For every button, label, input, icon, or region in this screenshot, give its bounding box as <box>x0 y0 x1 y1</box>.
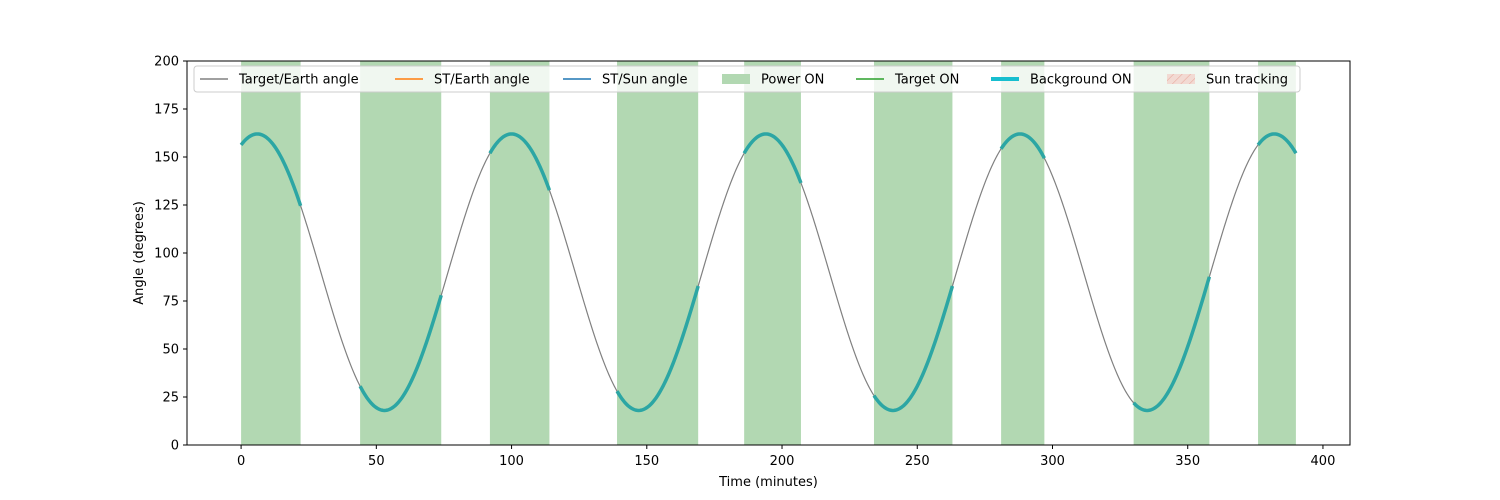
x-tick-label: 0 <box>237 454 245 469</box>
legend-item: ST/Sun angle <box>563 73 688 88</box>
legend: Target/Earth angle ST/Earth angle ST/Sun a… <box>193 65 1301 93</box>
y-tick-label: 75 <box>162 295 179 310</box>
legend-label: Background ON <box>1030 73 1132 88</box>
x-tick-label: 100 <box>499 454 524 469</box>
legend-label: ST/Sun angle <box>602 73 688 88</box>
x-tick-label: 400 <box>1311 454 1336 469</box>
power-on-band <box>1001 61 1045 445</box>
y-tick-label: 100 <box>154 247 179 262</box>
y-axis-label: Angle (degrees) <box>132 201 147 305</box>
background-on-segment <box>358 294 443 413</box>
x-tick-label: 350 <box>1175 454 1200 469</box>
legend-label: Target/Earth angle <box>238 73 359 88</box>
power-on-band <box>1258 61 1296 445</box>
x-tick-label: 250 <box>905 454 930 469</box>
background-on-segment <box>488 132 552 191</box>
y-tick-label: 150 <box>154 151 179 166</box>
power-on-band <box>360 61 442 445</box>
background-on-series <box>239 132 1298 413</box>
background-on-segment <box>239 132 303 207</box>
legend-item: Sun tracking <box>1167 73 1288 88</box>
x-tick-label: 50 <box>368 454 385 469</box>
y-axis-ticks: 0 25 50 75 100 125 150 175 200 <box>154 55 187 454</box>
power-on-band <box>617 61 699 445</box>
power-on-bands <box>241 61 1296 445</box>
y-tick-label: 175 <box>154 103 179 118</box>
background-on-segment <box>1132 276 1212 413</box>
y-tick-label: 125 <box>154 199 179 214</box>
legend-label: Target ON <box>894 73 959 88</box>
x-axis-label: Time (minutes) <box>718 475 818 490</box>
legend-label: Power ON <box>761 73 824 88</box>
background-on-segment <box>999 132 1046 160</box>
power-on-band <box>489 61 550 445</box>
legend-label: Sun tracking <box>1206 73 1288 88</box>
x-tick-label: 200 <box>770 454 795 469</box>
legend-swatch <box>722 74 750 84</box>
x-axis-ticks: 0 50 100 150 200 250 300 350 400 <box>237 445 1335 469</box>
background-on-segment <box>615 285 700 413</box>
y-tick-label: 0 <box>171 439 179 454</box>
x-tick-label: 150 <box>634 454 659 469</box>
x-tick-label: 300 <box>1040 454 1065 469</box>
y-tick-label: 25 <box>162 391 179 406</box>
y-tick-label: 200 <box>154 55 179 70</box>
legend-label: ST/Earth angle <box>434 73 530 88</box>
power-on-band <box>241 61 301 445</box>
y-tick-label: 50 <box>162 343 179 358</box>
background-on-segment <box>1256 132 1298 155</box>
power-on-band <box>873 61 953 445</box>
background-on-segment <box>872 285 955 413</box>
legend-swatch-hatch <box>1167 74 1195 84</box>
power-on-band <box>744 61 801 445</box>
legend-item: Background ON <box>991 73 1132 88</box>
legend-item: Power ON <box>722 73 824 88</box>
background-on-segment <box>742 132 803 184</box>
legend-item: Target ON <box>856 73 959 88</box>
legend-item: Target/Earth angle <box>200 73 359 88</box>
legend-item: ST/Earth angle <box>395 73 530 88</box>
power-on-band <box>1133 61 1210 445</box>
